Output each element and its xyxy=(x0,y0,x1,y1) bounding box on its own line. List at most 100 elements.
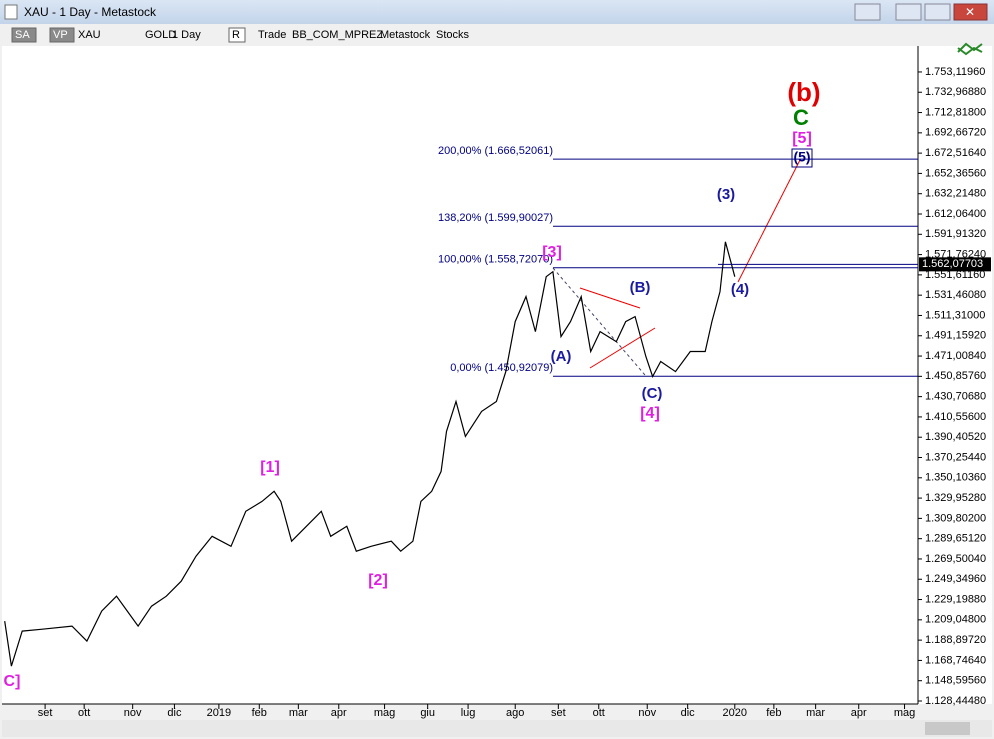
wave-box xyxy=(791,148,813,168)
toolbar-item: R xyxy=(232,29,240,41)
y-tick-label: 1.491,15920 xyxy=(925,330,986,342)
wave-label: [5] xyxy=(792,130,812,147)
y-tick-label: 1.148,59560 xyxy=(925,675,986,687)
y-tick-label: 1.753,11960 xyxy=(925,66,985,78)
wave-label: (b) xyxy=(787,77,820,107)
fib-label: 138,20% (1.599,90027) xyxy=(438,212,553,224)
fib-label: 100,00% (1.558,72070) xyxy=(438,254,553,266)
toolbar-item: Metastock xyxy=(380,29,431,41)
wave-label: (4) xyxy=(731,281,749,298)
restore-button[interactable] xyxy=(854,3,881,21)
projection-line xyxy=(737,159,801,283)
y-tick-label: 1.370,25440 xyxy=(925,451,986,463)
x-tick-label: dic xyxy=(167,707,182,719)
y-tick-label: 1.471,00840 xyxy=(925,350,986,362)
wave-label: (5) xyxy=(793,149,810,165)
wave-label: [3] xyxy=(542,244,562,261)
y-tick-label: 1.410,55600 xyxy=(925,411,986,423)
toolbar-item: Trade xyxy=(258,29,286,41)
y-tick-label: 1.249,34960 xyxy=(925,573,986,585)
chart-icon xyxy=(957,42,983,56)
x-tick-label: apr xyxy=(331,707,347,719)
toolbar-item: VP xyxy=(53,29,68,41)
x-tick-label: feb xyxy=(252,707,267,719)
fib-label: 200,00% (1.666,52061) xyxy=(438,145,553,157)
x-tick-label: set xyxy=(38,707,53,719)
wave-label: [2] xyxy=(368,572,388,589)
y-tick-label: 1.390,40520 xyxy=(925,431,986,443)
toolbar-item: BB_COM_MPREZ xyxy=(292,29,383,41)
x-tick-label: dic xyxy=(681,707,696,719)
wave-label: [1] xyxy=(260,459,280,476)
y-tick-label: 1.591,91320 xyxy=(925,228,986,240)
y-tick-label: 1.531,46080 xyxy=(925,289,986,301)
x-tick-label: ott xyxy=(78,707,90,719)
triangle-line xyxy=(579,287,641,309)
minimize-button[interactable] xyxy=(895,3,922,21)
x-tick-label: set xyxy=(551,707,566,719)
x-tick-label: nov xyxy=(124,707,142,719)
x-tick-label: apr xyxy=(851,707,867,719)
y-tick-label: 1.269,50040 xyxy=(925,553,986,565)
y-tick-label: 1.632,21480 xyxy=(925,188,986,200)
wave-label: C] xyxy=(4,673,21,690)
x-tick-label: mag xyxy=(374,707,395,719)
y-tick-label: 1.430,70680 xyxy=(925,391,986,403)
y-tick-label: 1.229,19880 xyxy=(925,593,986,605)
close-button[interactable] xyxy=(953,3,988,21)
last-price-box xyxy=(919,257,991,272)
x-tick-label: ott xyxy=(593,707,605,719)
wave-label: C xyxy=(793,105,809,130)
y-tick-label: 1.732,96880 xyxy=(925,86,986,98)
y-tick-label: 1.309,80200 xyxy=(925,512,986,524)
fib-label: 0,00% (1.450,92079) xyxy=(450,362,553,374)
scrollbar[interactable] xyxy=(2,720,992,737)
title-bar xyxy=(0,0,994,24)
maximize-button[interactable] xyxy=(924,3,951,21)
y-tick-label: 1.128,44480 xyxy=(925,695,986,707)
y-tick-label: 1.672,51640 xyxy=(925,147,986,159)
window-title: XAU - 1 Day - Metastock xyxy=(24,5,157,19)
y-tick-label: 1.712,81800 xyxy=(925,106,986,118)
x-tick-label: mar xyxy=(806,707,825,719)
wave-label: (A) xyxy=(551,348,572,365)
toolbar-button[interactable] xyxy=(11,27,37,43)
triangle-line xyxy=(589,327,656,369)
toolbar-item: GOLD xyxy=(145,29,176,41)
toolbar-item: 1 Day xyxy=(172,29,201,41)
plot-area xyxy=(2,46,918,704)
close-icon: ✕ xyxy=(965,5,975,19)
y-tick-label: 1.652,36560 xyxy=(925,167,986,179)
y-tick-label: 1.551,61160 xyxy=(925,269,985,281)
last-price-label: 1.562,07703 xyxy=(922,258,983,270)
toolbar-item: XAU xyxy=(78,29,101,41)
x-tick-label: giu xyxy=(420,707,435,719)
app-icon xyxy=(4,4,18,20)
y-tick-label: 1.450,85760 xyxy=(925,370,986,382)
y-tick-label: 1.692,66720 xyxy=(925,127,986,139)
x-tick-label: mar xyxy=(289,707,308,719)
scroll-thumb[interactable] xyxy=(925,722,970,735)
toolbar-button[interactable] xyxy=(228,27,246,43)
x-tick-label: lug xyxy=(461,707,476,719)
x-tick-label: nov xyxy=(638,707,656,719)
y-tick-label: 1.329,95280 xyxy=(925,492,986,504)
toolbar-item: Stocks xyxy=(436,29,470,41)
y-tick-label: 1.612,06400 xyxy=(925,208,986,220)
wave-label: [4] xyxy=(640,405,660,422)
y-tick-label: 1.168,74640 xyxy=(925,654,986,666)
toolbar xyxy=(0,24,994,46)
toolbar-button[interactable] xyxy=(49,27,75,43)
price-line xyxy=(4,241,736,667)
x-tick-label: mag xyxy=(894,707,915,719)
y-axis-area xyxy=(918,46,992,704)
y-tick-label: 1.350,10360 xyxy=(925,472,986,484)
y-tick-label: 1.289,65120 xyxy=(925,533,986,545)
x-tick-label: 2019 xyxy=(207,707,231,719)
toolbar-item: SA xyxy=(15,29,30,41)
wave-label: (3) xyxy=(717,186,735,203)
y-tick-label: 1.511,31000 xyxy=(925,309,985,321)
x-tick-label: feb xyxy=(766,707,781,719)
